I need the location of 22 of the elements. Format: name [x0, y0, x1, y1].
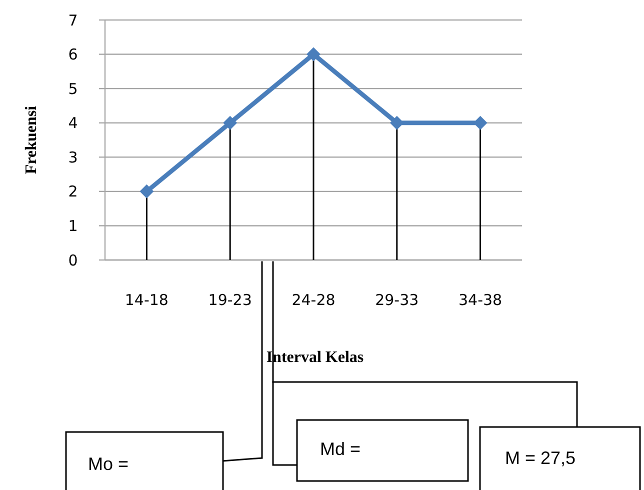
- text: Mo =: [88, 454, 129, 474]
- point: [140, 184, 154, 198]
- y-tick-label: 2: [68, 182, 78, 201]
- point: [390, 116, 404, 130]
- x-tick-label: 24-28: [292, 291, 336, 309]
- y-tick-label: 5: [68, 80, 78, 98]
- point: [306, 47, 320, 62]
- x-tick-label: 29-33: [375, 291, 419, 309]
- point: [223, 116, 238, 130]
- y-tick-label: 0: [68, 251, 78, 270]
- y-tick-label: 1: [68, 216, 78, 235]
- text: M = 27,5: [505, 448, 576, 468]
- y-tick-label: 7: [68, 11, 78, 30]
- point: [473, 116, 488, 130]
- y-tick-label: 6: [68, 46, 78, 64]
- x-tick-label: 14-18: [124, 291, 168, 309]
- y-tick-label: 3: [68, 148, 78, 166]
- y-tick-label: 4: [68, 114, 78, 132]
- x-tick-label: 34-38: [458, 291, 502, 309]
- y-axis-title: Frekuensi: [23, 105, 40, 174]
- x-tick-label: 19-23: [208, 291, 252, 309]
- text: Md =: [320, 439, 361, 459]
